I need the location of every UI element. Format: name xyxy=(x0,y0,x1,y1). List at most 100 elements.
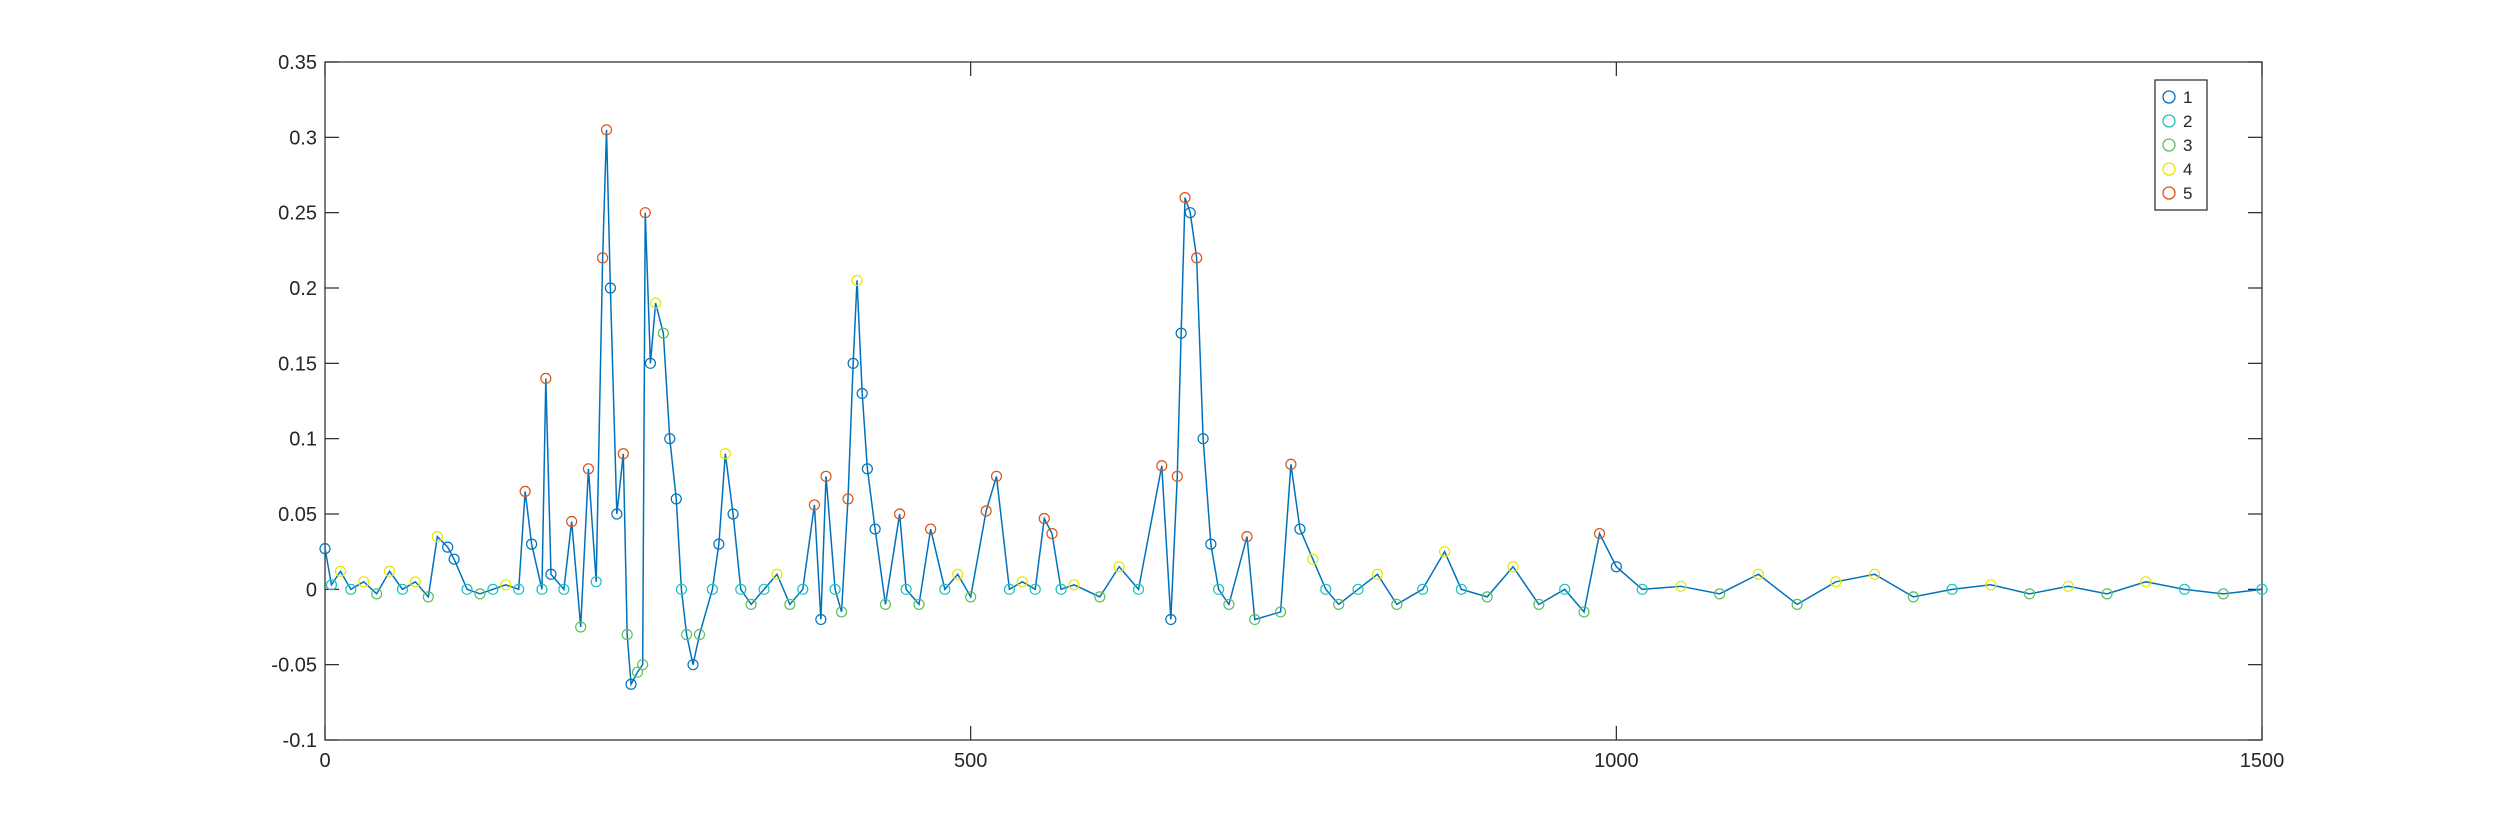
data-marker xyxy=(869,523,881,535)
data-marker xyxy=(1165,613,1177,626)
data-marker xyxy=(1391,598,1403,611)
data-marker xyxy=(431,530,443,543)
legend-label: 2 xyxy=(2183,112,2192,131)
data-marker xyxy=(1481,591,1493,603)
data-marker xyxy=(621,628,633,641)
data-marker xyxy=(1455,583,1467,595)
data-marker xyxy=(713,538,725,550)
data-marker xyxy=(829,583,841,595)
data-marker xyxy=(536,583,548,595)
data-marker xyxy=(566,515,578,528)
data-marker xyxy=(1985,579,1997,591)
y-tick-label: 0.15 xyxy=(278,353,317,375)
data-marker xyxy=(617,448,629,460)
data-marker xyxy=(1907,591,1919,603)
data-marker xyxy=(913,598,925,611)
data-marker xyxy=(1175,327,1187,339)
data-marker xyxy=(771,568,783,580)
data-marker xyxy=(1241,530,1253,543)
data-marker xyxy=(2256,583,2268,595)
data-marker xyxy=(1578,606,1590,618)
data-marker xyxy=(604,282,616,294)
data-marker xyxy=(980,505,992,517)
data-marker xyxy=(815,613,827,626)
data-marker xyxy=(461,583,473,595)
data-marker xyxy=(965,591,977,603)
data-marker xyxy=(990,470,1003,482)
data-marker xyxy=(657,327,669,339)
data-marker xyxy=(1156,460,1168,472)
legend-marker xyxy=(2162,90,2176,104)
data-marker xyxy=(1752,568,1764,580)
data-marker xyxy=(1179,192,1191,204)
data-marker xyxy=(597,252,609,264)
data-marker xyxy=(1636,583,1648,595)
data-marker xyxy=(334,565,347,577)
y-tick-label: 0.2 xyxy=(289,278,317,300)
data-marker xyxy=(1213,583,1225,595)
data-marker xyxy=(2101,588,2113,600)
data-marker xyxy=(835,606,848,618)
x-tick-label: 500 xyxy=(954,750,987,772)
data-marker xyxy=(1191,252,1203,264)
data-marker xyxy=(735,583,747,595)
data-marker xyxy=(519,485,531,497)
data-marker xyxy=(2140,576,2152,588)
data-marker xyxy=(719,448,731,460)
data-marker xyxy=(637,659,649,671)
data-marker xyxy=(1438,546,1451,558)
legend-label: 5 xyxy=(2183,184,2192,203)
data-marker xyxy=(1307,553,1319,565)
data-marker xyxy=(680,628,693,641)
data-marker xyxy=(487,583,499,595)
data-marker xyxy=(1068,579,1080,591)
data-marker xyxy=(1294,523,1306,535)
data-marker xyxy=(639,207,651,219)
data-marker xyxy=(442,541,454,553)
data-marker xyxy=(1868,568,1881,580)
data-marker xyxy=(500,579,512,591)
data-marker xyxy=(693,628,706,641)
data-marker xyxy=(1533,598,1545,611)
data-marker xyxy=(745,598,757,611)
data-marker xyxy=(1371,568,1384,580)
data-marker xyxy=(1029,583,1041,595)
data-marker xyxy=(422,591,434,603)
data-marker xyxy=(474,588,486,600)
y-tick-label: 0 xyxy=(306,579,317,601)
data-marker xyxy=(575,621,587,633)
y-tick-label: -0.05 xyxy=(271,655,317,677)
plot-area xyxy=(324,61,2263,741)
data-marker xyxy=(952,568,964,580)
data-marker xyxy=(371,588,383,600)
data-marker xyxy=(1593,527,1606,540)
legend-box xyxy=(2154,79,2208,211)
data-marker xyxy=(1559,583,1571,595)
data-marker xyxy=(1417,583,1429,595)
data-marker xyxy=(631,666,644,678)
legend-marker xyxy=(2162,114,2176,128)
data-marker xyxy=(675,583,688,595)
data-marker xyxy=(1791,598,1803,611)
data-line xyxy=(324,129,2263,687)
data-marker xyxy=(448,553,460,565)
data-marker xyxy=(600,124,613,136)
data-marker xyxy=(1046,527,1058,540)
legend-marker xyxy=(2162,138,2176,152)
data-marker xyxy=(2178,583,2191,595)
data-marker xyxy=(558,583,570,595)
data-marker xyxy=(808,499,821,511)
data-marker xyxy=(1016,576,1028,588)
data-marker xyxy=(1333,598,1345,611)
data-marker xyxy=(856,387,868,400)
data-marker xyxy=(670,493,682,505)
data-marker xyxy=(1184,207,1196,219)
data-marker xyxy=(1094,591,1106,603)
data-marker xyxy=(1205,538,1217,550)
data-marker xyxy=(900,583,912,595)
data-marker xyxy=(1223,598,1235,611)
data-marker xyxy=(1675,580,1687,592)
legend-label: 1 xyxy=(2183,88,2192,107)
data-marker xyxy=(797,583,809,595)
data-marker xyxy=(582,463,595,475)
